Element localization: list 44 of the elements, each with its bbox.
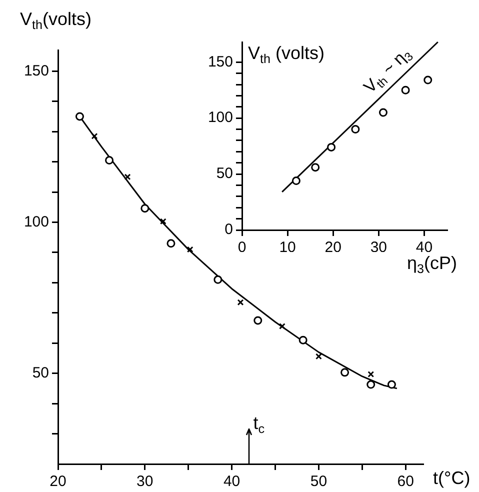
point — [75, 112, 84, 121]
annotation: Vth ~ η3 — [360, 48, 416, 97]
point — [401, 86, 410, 94]
point — [105, 156, 114, 165]
point — [91, 132, 98, 140]
point — [254, 316, 262, 325]
point — [351, 125, 360, 134]
x-axis-title: t(°C) — [433, 468, 470, 488]
x-tick-label: 60 — [397, 473, 414, 490]
x-tick-label: 0 — [238, 239, 246, 256]
y-tick-label: 150 — [24, 62, 49, 80]
y-tick-label: 50 — [216, 165, 233, 182]
point — [340, 368, 350, 377]
point — [378, 108, 388, 117]
point — [298, 336, 308, 344]
x-tick-label: 20 — [50, 473, 66, 490]
point — [327, 142, 336, 152]
point — [292, 176, 300, 186]
point — [140, 204, 150, 213]
point — [278, 322, 286, 330]
x-tick-label: 30 — [370, 239, 388, 256]
point — [186, 246, 194, 253]
point — [424, 76, 432, 84]
y-tick-label: 0 — [224, 221, 233, 238]
y-tick-label: 100 — [208, 109, 233, 126]
point — [368, 371, 374, 378]
x-tick-label: 30 — [136, 473, 154, 490]
point — [387, 380, 396, 389]
point — [166, 239, 176, 248]
point — [160, 218, 166, 225]
y-tick-label: 50 — [32, 364, 49, 382]
point — [315, 353, 322, 360]
x-tick-label: 20 — [324, 239, 342, 256]
point — [214, 275, 222, 284]
y-tick-label: 150 — [208, 53, 233, 70]
point — [237, 299, 244, 306]
x-tick-label: 50 — [310, 473, 328, 490]
x-tick-label: 40 — [223, 473, 240, 490]
point — [124, 174, 131, 180]
y-tick-label: 100 — [24, 213, 49, 230]
x-tick-label: 10 — [279, 239, 296, 256]
x-tick-label: 40 — [416, 239, 433, 256]
point — [311, 163, 320, 172]
point — [366, 380, 376, 389]
